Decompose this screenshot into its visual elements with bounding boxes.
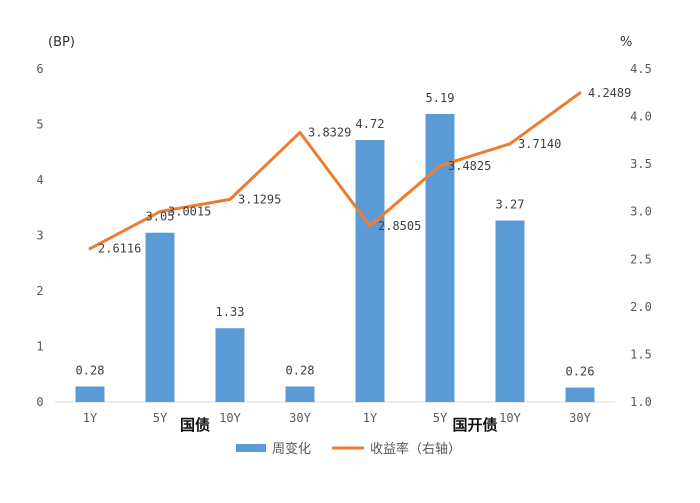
right-tick-label: 2.5 bbox=[630, 252, 652, 266]
right-tick-label: 3.5 bbox=[630, 157, 652, 171]
category-label: 30Y bbox=[569, 411, 591, 425]
yield-value-label: 3.8329 bbox=[308, 125, 351, 139]
yield-point bbox=[578, 91, 582, 95]
group-label: 国债 bbox=[180, 416, 210, 434]
category-label: 10Y bbox=[499, 411, 521, 425]
right-axis-ticks: 1.0 1.5 2.0 2.5 3.0 3.5 4.0 4.5 bbox=[630, 62, 652, 409]
x-axis-group-labels: 国债 国开债 bbox=[180, 416, 498, 434]
bar-series bbox=[75, 113, 595, 403]
right-tick-label: 2.0 bbox=[630, 300, 652, 314]
category-label: 1Y bbox=[363, 411, 378, 425]
left-tick-label: 4 bbox=[36, 173, 43, 187]
yield-value-label: 3.1295 bbox=[238, 192, 281, 206]
bar-value-label: 3.27 bbox=[496, 198, 525, 212]
bar-value-label: 3.05 bbox=[146, 210, 175, 224]
right-tick-label: 4.0 bbox=[630, 110, 652, 124]
legend-line-label: 收益率（右轴） bbox=[370, 441, 461, 457]
group-label: 国开债 bbox=[452, 416, 497, 434]
yield-point bbox=[88, 247, 92, 251]
bar-value-label: 0.26 bbox=[566, 365, 595, 379]
bar-value-label: 0.28 bbox=[76, 363, 105, 377]
right-tick-label: 1.0 bbox=[630, 395, 652, 409]
yield-point bbox=[438, 164, 442, 168]
yield-point bbox=[368, 224, 372, 228]
bar bbox=[425, 113, 455, 402]
yield-point bbox=[298, 130, 302, 134]
yield-value-label: 4.2489 bbox=[588, 86, 631, 100]
right-tick-label: 3.0 bbox=[630, 205, 652, 219]
right-tick-label: 4.5 bbox=[630, 62, 652, 76]
bar-value-label: 4.72 bbox=[356, 117, 385, 131]
bar bbox=[495, 220, 525, 402]
left-tick-label: 5 bbox=[36, 118, 43, 132]
bar-data-labels: 0.28 3.05 1.33 0.28 4.72 5.19 3.27 0.26 bbox=[76, 91, 595, 379]
left-axis-unit: (BP) bbox=[48, 35, 75, 50]
yield-line bbox=[89, 91, 581, 250]
legend-bar-label: 周变化 bbox=[272, 441, 311, 457]
yield-value-label: 3.7140 bbox=[518, 137, 561, 151]
category-label: 30Y bbox=[289, 411, 311, 425]
yield-value-label: 2.6116 bbox=[98, 242, 141, 256]
bar bbox=[75, 386, 105, 402]
yield-value-label: 3.4825 bbox=[448, 159, 491, 173]
line-series bbox=[88, 91, 582, 251]
yield-point bbox=[508, 142, 512, 146]
yield-value-label: 2.8505 bbox=[378, 219, 421, 233]
legend: 周变化 收益率（右轴） bbox=[236, 441, 461, 457]
bar bbox=[565, 387, 595, 402]
yield-point bbox=[158, 210, 162, 214]
x-axis-category-labels: 1Y 5Y 10Y 30Y 1Y 5Y 10Y 30Y bbox=[83, 411, 592, 425]
bar bbox=[285, 386, 315, 402]
category-label: 5Y bbox=[433, 411, 448, 425]
bar bbox=[355, 140, 385, 403]
left-tick-label: 2 bbox=[36, 284, 43, 298]
yield-point bbox=[228, 197, 232, 201]
category-label: 5Y bbox=[153, 411, 168, 425]
left-axis-ticks: 0 1 2 3 4 5 6 bbox=[36, 62, 43, 409]
right-tick-label: 1.5 bbox=[630, 347, 652, 361]
left-tick-label: 6 bbox=[36, 62, 43, 76]
bar bbox=[215, 328, 245, 402]
left-tick-label: 0 bbox=[36, 395, 43, 409]
yield-value-label: 3.0015 bbox=[168, 205, 211, 219]
category-label: 1Y bbox=[83, 411, 98, 425]
left-tick-label: 1 bbox=[36, 340, 43, 354]
bar-value-label: 0.28 bbox=[286, 363, 315, 377]
right-axis-unit: % bbox=[620, 35, 632, 50]
legend-bar-swatch bbox=[236, 444, 266, 452]
bar bbox=[145, 232, 175, 402]
bar-value-label: 1.33 bbox=[216, 305, 245, 319]
left-tick-label: 3 bbox=[36, 229, 43, 243]
bar-value-label: 5.19 bbox=[426, 91, 455, 105]
category-label: 10Y bbox=[219, 411, 241, 425]
line-data-labels: 2.6116 3.0015 3.1295 3.8329 2.8505 3.4825 3.71… bbox=[98, 86, 631, 256]
